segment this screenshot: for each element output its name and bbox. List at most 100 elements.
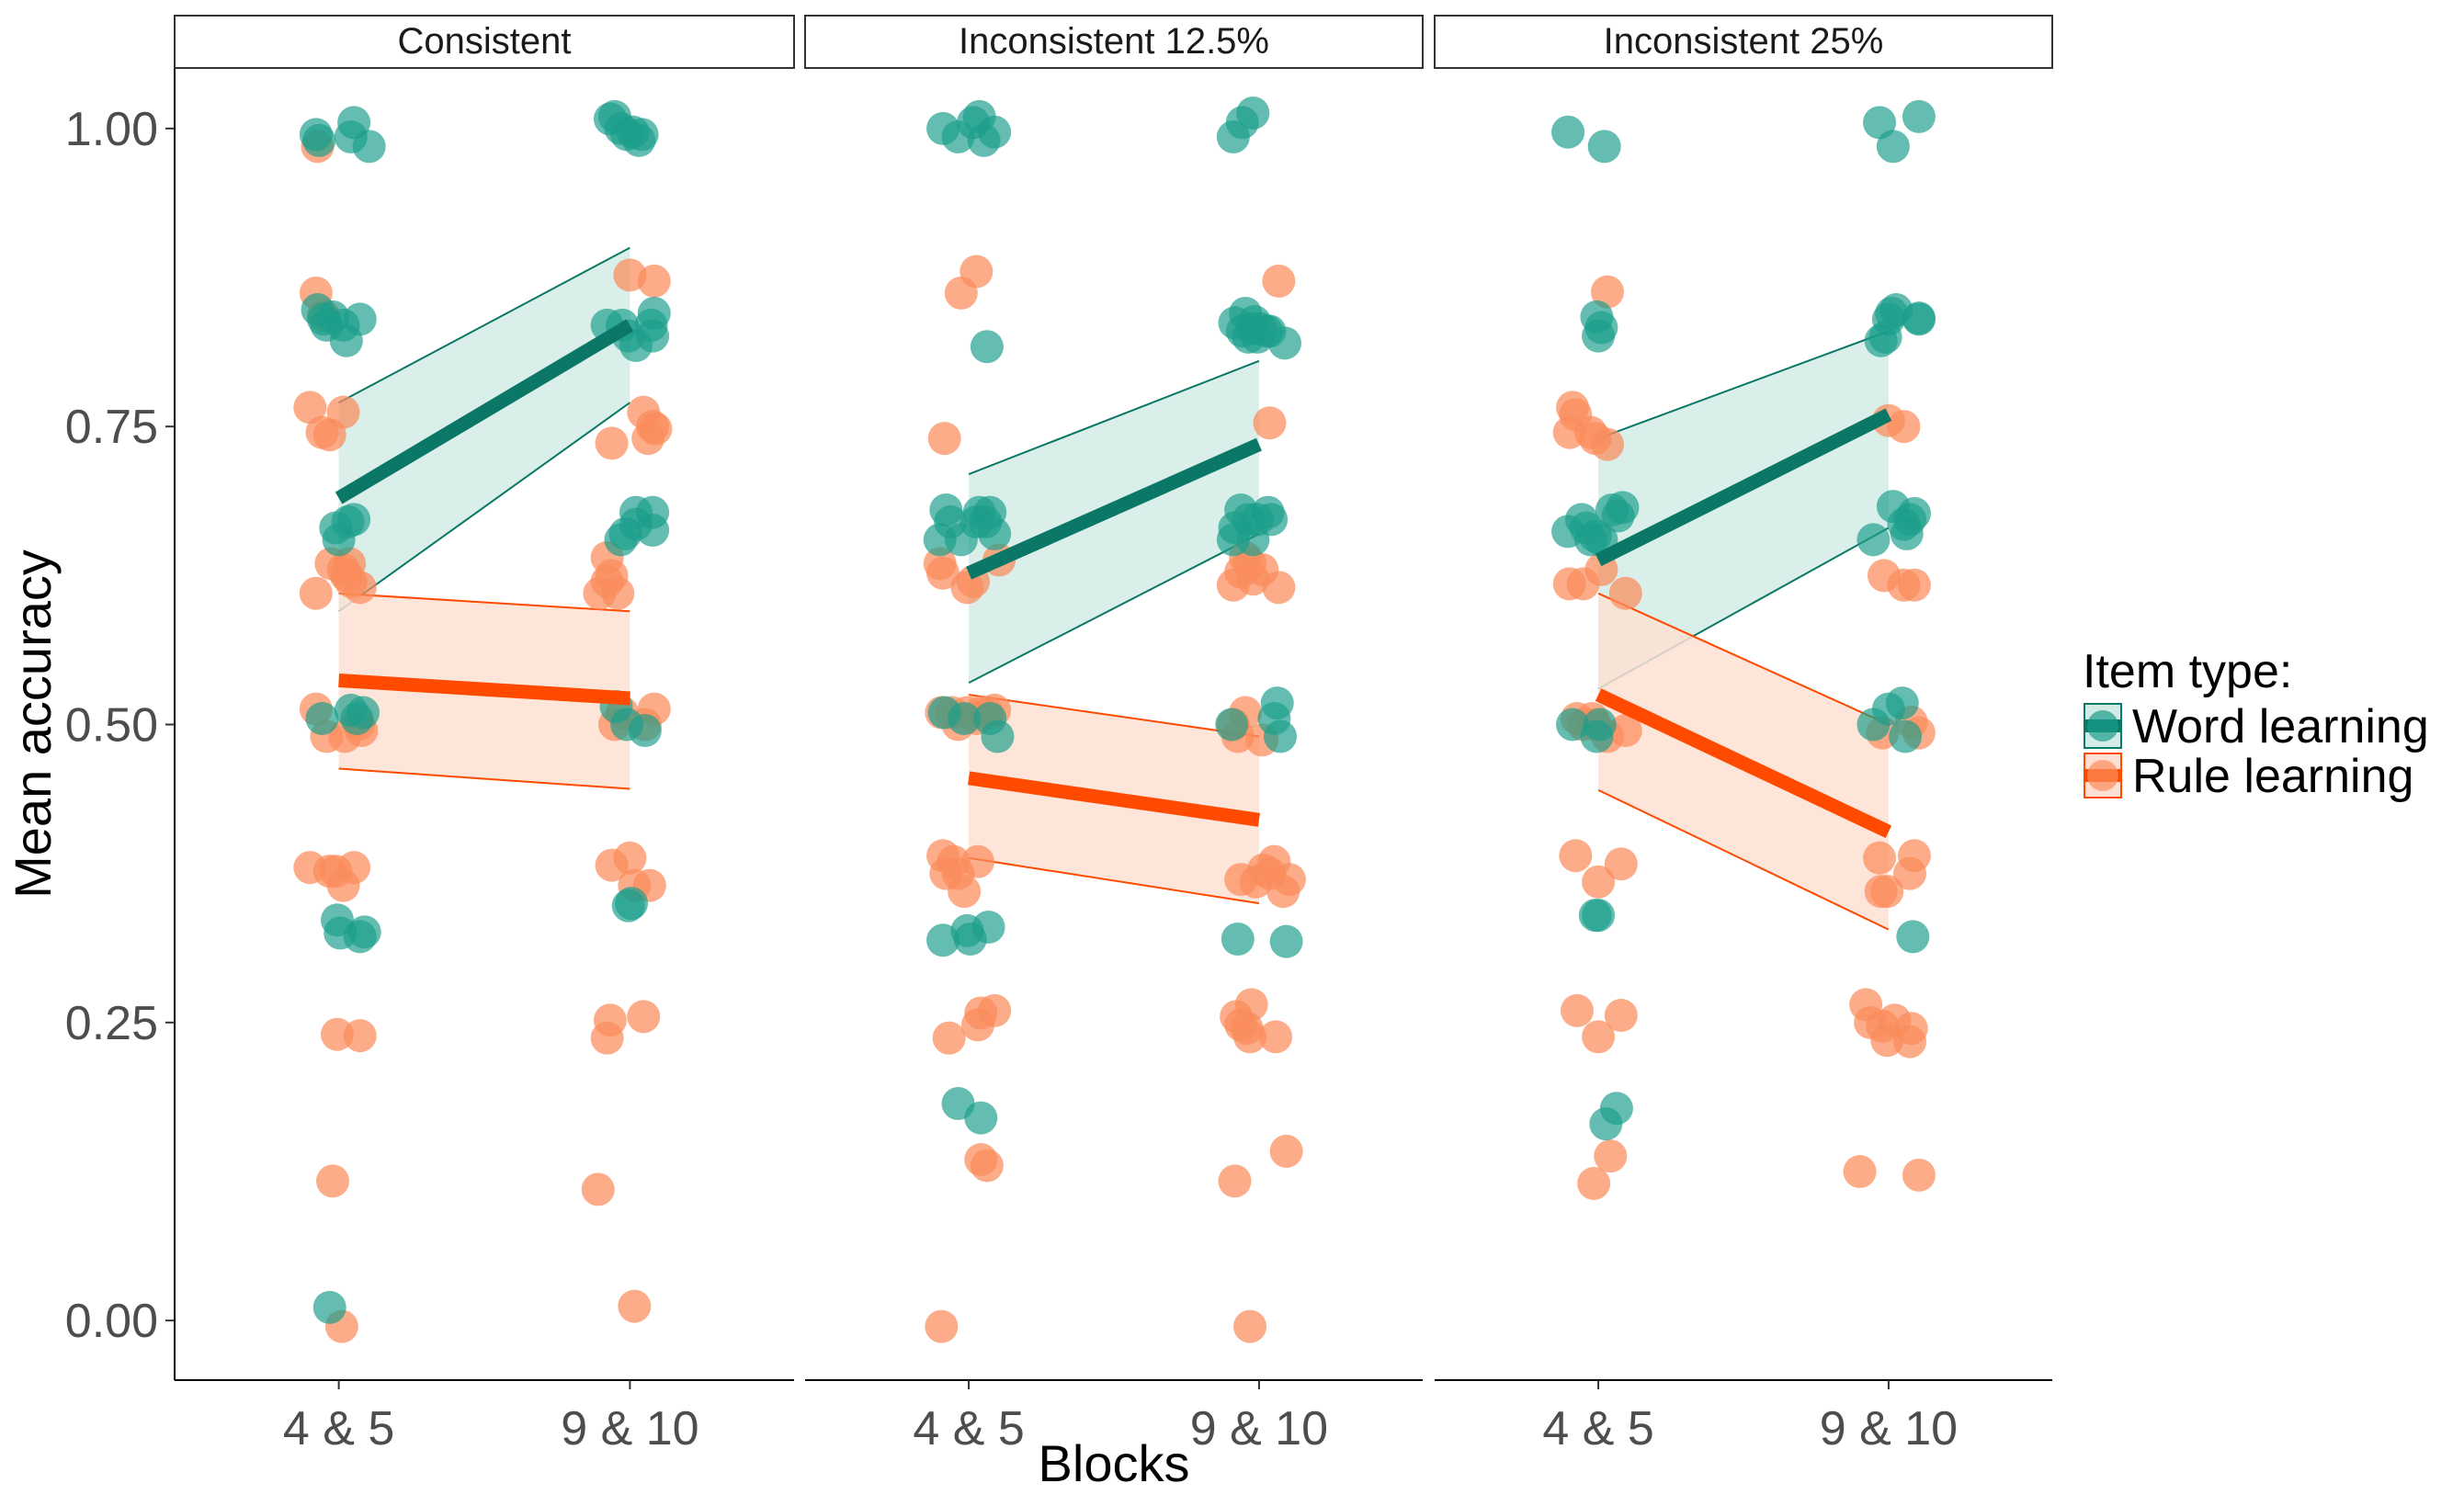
legend-title: Item type: [2083,645,2292,698]
word-fit-line [335,319,634,504]
word-point [1857,523,1891,557]
word-point [1551,115,1585,149]
rule-fit-line [338,674,630,706]
word-point [352,130,386,164]
rule-point [1902,1158,1936,1192]
word-point [1583,708,1617,742]
rule-point [1897,568,1931,602]
x-tick-label: 9 & 10 [1190,1402,1328,1455]
x-tick-label: 9 & 10 [1820,1402,1958,1455]
rule-point [1604,999,1638,1033]
word-point [971,911,1005,945]
rule-point [337,851,371,885]
rule-point [1870,875,1904,909]
rule-point [978,993,1012,1027]
word-ribbon-upper-edge [338,246,630,404]
rule-point [1269,1134,1303,1168]
rule-point [1262,571,1296,605]
word-ribbon [338,247,630,612]
rule-point [618,1289,652,1323]
rule-point [627,1000,661,1034]
rule-point [1272,863,1306,897]
rule-point [601,576,635,610]
word-point [1236,96,1270,130]
word-point [948,702,982,736]
rule-point [1560,993,1594,1027]
rule-point [944,276,978,310]
word-point [1255,503,1289,537]
word-point [1599,1092,1633,1126]
word-point [302,123,336,157]
word-ribbon [969,360,1259,684]
word-point [1267,326,1301,360]
word-point [1582,899,1616,933]
word-point [1896,920,1930,954]
word-point [1889,719,1923,753]
rule-ribbon-upper-edge [968,694,1260,738]
facet-title: Inconsistent 25% [1604,21,1884,62]
y-tick-label: 0.50 [65,699,158,753]
word-point [1264,719,1298,753]
word-point [628,713,662,747]
rule-point [1893,1025,1927,1059]
rule-point [1218,1164,1252,1198]
y-tick-label: 1.00 [65,103,158,156]
word-point [343,302,377,336]
rule-point [1608,713,1642,747]
facet-panel-1: Consistent 4 & 5 9 & 10 [174,15,795,1455]
rule-point [1259,1020,1293,1054]
rule-fit-line [1595,688,1892,839]
rule-point [299,576,333,610]
facet-title: Inconsistent 12.5% [959,21,1269,62]
rule-point [970,1149,1004,1183]
rule-point [293,391,327,425]
rule-point [1843,1154,1877,1188]
word-point [636,319,670,353]
x-axis-title: Blocks [1039,1434,1190,1492]
word-point [1221,923,1255,957]
word-point [1260,686,1294,720]
y-tick-label: 0.25 [65,997,158,1050]
rule-point [637,264,671,298]
facet-strip [804,15,1424,69]
facet-panel-3: Inconsistent 25% 4 & 5 9 & 10 [1434,15,2053,1455]
word-ribbon-lower-edge [968,533,1260,684]
word-ribbon-upper-edge [1597,330,1890,440]
rule-point [1233,1309,1267,1343]
rule-point [613,841,647,875]
rule-point [1582,1020,1616,1054]
rule-point [1559,839,1593,873]
word-point [1902,99,1936,133]
rule-point [1590,275,1624,309]
rule-ribbon-lower-edge [338,767,630,790]
rule-point [316,1164,350,1198]
rule-point [326,395,360,429]
word-point [615,887,649,921]
rule-point [926,556,960,590]
rule-point [1577,1166,1611,1200]
rule-point [1590,427,1624,461]
y-tick-label: 0.75 [65,401,158,454]
rule-point [1887,410,1921,444]
word-point [1584,311,1618,345]
y-tick-label: 0.00 [65,1295,158,1348]
word-fit-line [966,437,1262,580]
rule-ribbon-lower-edge [1597,788,1890,931]
rule-point [343,571,377,605]
x-tick-label: 4 & 5 [283,1402,394,1455]
rule-ribbon-upper-edge [338,592,630,613]
word-point [978,115,1012,149]
rule-point [1594,1139,1628,1173]
word-point [1215,708,1249,742]
legend-entry-label: Rule learning [2132,750,2413,803]
word-point [337,106,371,140]
word-point [347,915,381,949]
rule-point [1863,841,1897,875]
word-point [1885,686,1919,720]
rule-point [948,875,982,909]
rule-ribbon-lower-edge [968,856,1260,905]
rule-point [639,412,673,446]
word-point [625,118,659,152]
legend-entry-label: Word learning [2132,700,2429,753]
